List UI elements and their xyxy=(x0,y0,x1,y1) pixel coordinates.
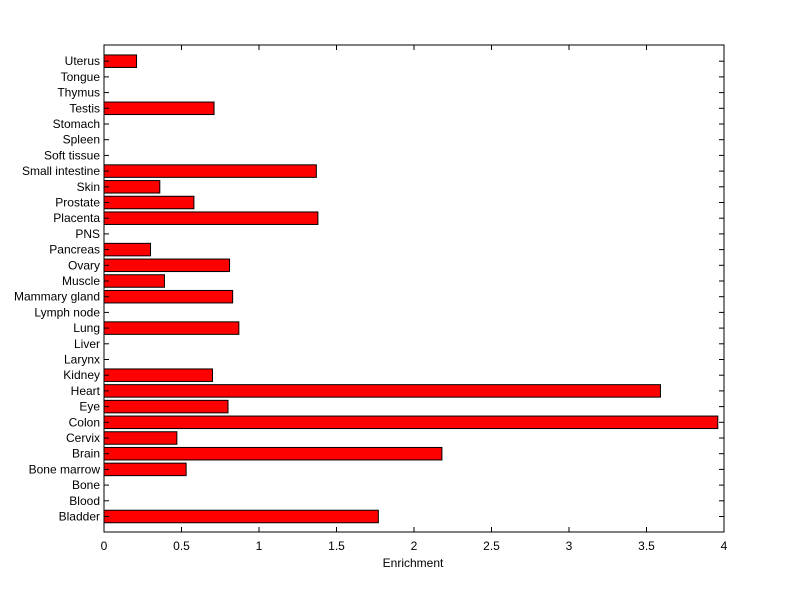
y-tick-label: Skin xyxy=(77,180,100,194)
y-tick-label: Uterus xyxy=(65,54,100,68)
y-tick-label: Kidney xyxy=(63,368,100,382)
y-tick-label: Cervix xyxy=(66,431,100,445)
y-tick-label: Bone xyxy=(72,478,100,492)
x-tick-label: 3 xyxy=(566,539,573,553)
y-tick-label: Testis xyxy=(69,101,100,115)
bar-prostate xyxy=(103,195,195,210)
y-tick-label: Prostate xyxy=(55,196,100,210)
bar-cervix xyxy=(103,431,178,445)
y-tick-label: Stomach xyxy=(53,117,100,131)
y-tick-label: Tongue xyxy=(61,70,101,84)
x-tick-label: 0.5 xyxy=(173,539,190,553)
x-tick-label: 4 xyxy=(721,539,728,553)
bar-mammary-gland xyxy=(103,289,234,304)
x-tick-label: 2.5 xyxy=(483,539,500,553)
bar-heart xyxy=(103,384,661,398)
plot-frame xyxy=(103,44,725,533)
bar-small-intestine xyxy=(103,164,317,178)
bar-bone-marrow xyxy=(103,462,187,477)
bar-pancreas xyxy=(103,242,151,257)
bar-skin xyxy=(103,180,161,194)
bar-lung xyxy=(103,321,240,335)
x-tick-labels: 0 0.5 1 1.5 2 2.5 3 3.5 4 xyxy=(101,539,728,553)
y-tick-label: Colon xyxy=(69,415,100,429)
bar-muscle xyxy=(103,274,165,288)
y-tick-label: Thymus xyxy=(57,86,100,100)
x-axis-title: Enrichment xyxy=(383,556,444,570)
bar-bladder xyxy=(103,509,379,524)
bar-colon xyxy=(103,415,719,430)
x-tick-label: 0 xyxy=(101,539,108,553)
x-tick-label: 3.5 xyxy=(638,539,655,553)
y-tick-label: Placenta xyxy=(53,211,100,225)
bar-kidney xyxy=(103,368,213,382)
y-tick-label: PNS xyxy=(75,227,100,241)
bar-testis xyxy=(103,101,215,116)
bar-ovary xyxy=(103,258,231,273)
y-tick-label: Brain xyxy=(72,447,100,461)
y-tick-label: Liver xyxy=(74,337,100,351)
y-tick-label: Spleen xyxy=(63,133,100,147)
y-tick-label: Lung xyxy=(73,321,100,335)
y-tick-label: Pancreas xyxy=(49,243,100,257)
y-tick-label: Heart xyxy=(71,384,101,398)
y-tick-label: Muscle xyxy=(62,274,100,288)
bar-brain xyxy=(103,446,443,461)
y-tick-label: Bladder xyxy=(59,510,100,524)
x-tick-label: 2 xyxy=(411,539,418,553)
bar-placenta xyxy=(103,211,319,225)
y-tick-label: Eye xyxy=(79,400,100,414)
x-tick-label: 1 xyxy=(256,539,263,553)
y-tick-label: Larynx xyxy=(64,353,100,367)
y-tick-label: Soft tissue xyxy=(44,148,100,162)
y-tick-label: Blood xyxy=(69,494,100,508)
y-tick-label: Lymph node xyxy=(34,305,100,319)
y-tick-label: Mammary gland xyxy=(14,290,100,304)
bar-eye xyxy=(103,399,229,414)
y-tick-label: Bone marrow xyxy=(29,462,101,476)
y-tick-label: Small intestine xyxy=(22,164,100,178)
y-tick-label: Ovary xyxy=(68,258,100,272)
x-tick-label: 1.5 xyxy=(328,539,345,553)
